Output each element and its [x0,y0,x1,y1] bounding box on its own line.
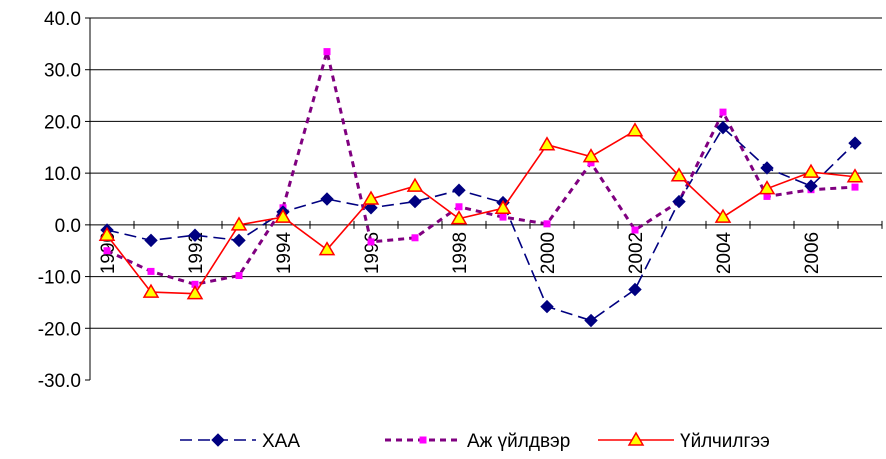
data-point [587,159,595,167]
data-point [367,238,375,246]
data-point [144,233,158,248]
data-point [494,199,512,215]
legend-marker [211,433,225,447]
legend-marker [627,431,645,446]
gridlines [90,17,882,329]
y-tick-label: 40.0 [44,9,81,30]
data-point [543,220,551,228]
data-point [760,161,774,175]
data-point [719,108,727,116]
legend-marker [419,436,427,444]
y-axis-tick-labels: 40.0 30.0 20.0 10.0 0.0 -10.0 -20.0 -30.0 [38,9,81,392]
data-point [320,192,334,206]
data-point [323,48,331,56]
data-point [98,226,116,241]
x-tick-label: 1992 [186,232,207,274]
data-point [631,226,639,234]
data-point [584,313,598,328]
data-point [406,177,424,192]
x-tick-label: 2004 [714,231,735,274]
x-tick-label: 2006 [802,232,823,274]
series-group [103,48,859,288]
data-point [763,192,771,200]
legend-label: Аж үйлдвэр [467,431,570,452]
x-tick-label: 2000 [538,232,559,274]
data-point [188,228,202,242]
data-point [804,179,818,193]
y-tick-label: 10.0 [44,164,81,185]
series-line [106,126,856,322]
data-point [411,234,419,242]
data-point [848,136,862,150]
y-tick-label: 20.0 [44,112,81,133]
data-point [802,163,820,178]
legend-label: ХАА [262,431,300,452]
x-tick-label: 2002 [626,232,647,274]
legend-label: Үйлчилгээ [680,431,770,452]
data-point [408,194,422,209]
data-point [716,120,730,135]
data-point [362,190,380,205]
data-point [318,241,336,256]
y-tick-label: -30.0 [38,371,81,392]
data-point [103,247,111,255]
data-point [142,283,160,298]
series-group [100,120,862,328]
data-point [846,168,864,183]
data-point [670,167,688,182]
data-point [235,272,243,280]
x-tick-label: 1994 [274,231,295,274]
data-point [230,216,248,231]
data-point [582,148,600,163]
data-point [452,183,466,197]
y-tick-label: -10.0 [38,268,81,289]
data-series [98,48,864,328]
data-point [538,136,556,151]
data-point [714,208,732,223]
data-point [455,203,463,211]
data-point [626,122,644,137]
legend: ХАА Аж үйлдвэр Үйлчилгээ [180,431,770,452]
data-point [191,280,199,288]
axes [85,17,883,381]
data-point [851,183,859,191]
data-point [186,285,204,300]
data-point [540,299,554,314]
legend-item: ХАА [180,431,300,452]
legend-item: Аж үйлдвэр [385,431,570,452]
data-point [758,180,776,195]
y-tick-label: 30.0 [44,61,81,82]
data-point [672,194,686,209]
y-tick-label: 0.0 [55,216,81,237]
series-line [106,129,856,295]
data-point [450,210,468,225]
series-line [106,51,856,286]
legend-item: Үйлчилгээ [598,431,770,452]
y-tick-label: -20.0 [38,319,81,340]
data-point [499,213,507,221]
x-tick-label: 1998 [450,232,471,274]
x-tick-label: 1996 [362,232,383,274]
data-point [274,208,292,223]
data-point [232,233,246,248]
series-group [98,122,864,300]
data-point [364,201,378,215]
data-point [147,267,155,275]
x-axis-tick-labels: 199019921994199619982000200220042006 [98,231,823,274]
data-point [628,282,642,297]
